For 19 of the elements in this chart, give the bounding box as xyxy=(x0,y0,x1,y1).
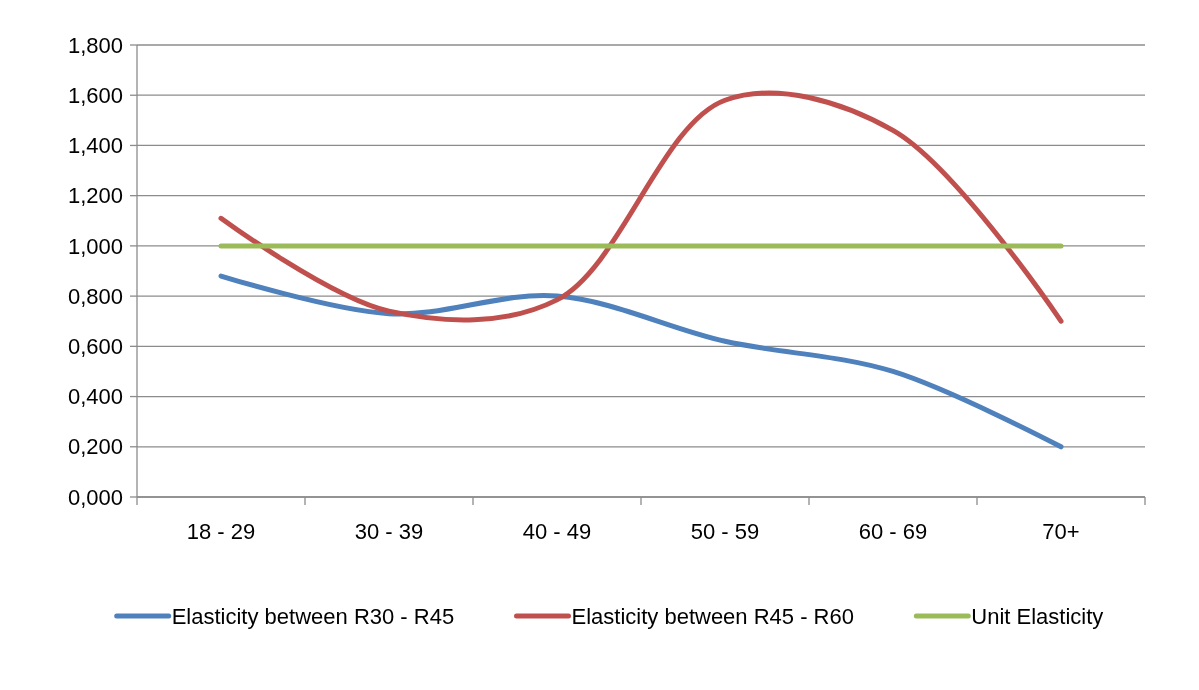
legend-label: Elasticity between R30 - R45 xyxy=(171,603,455,629)
x-tick-label: 70+ xyxy=(1042,519,1080,544)
y-tick-label: 1,800 xyxy=(67,32,123,58)
y-tick-label: 0,400 xyxy=(67,384,123,410)
x-tick-label: 50 - 59 xyxy=(690,519,760,544)
y-tick-label: 0,800 xyxy=(67,283,123,309)
y-tick-label: 0,000 xyxy=(67,484,123,510)
y-tick-label: 1,600 xyxy=(67,82,123,108)
x-tick-label: 18 - 29 xyxy=(186,519,256,544)
y-tick-label: 0,200 xyxy=(67,434,123,460)
legend-label: Elasticity between R45 - R60 xyxy=(571,603,854,629)
x-tick-label: 60 - 69 xyxy=(858,519,928,544)
y-tick-label: 1,400 xyxy=(67,133,123,159)
x-tick-label: 30 - 39 xyxy=(354,519,424,544)
legend-label: Unit Elasticity xyxy=(971,603,1104,629)
y-tick-label: 1,200 xyxy=(67,183,123,209)
y-tick-label: 0,600 xyxy=(67,334,123,360)
x-tick-label: 40 - 49 xyxy=(522,519,592,544)
y-tick-label: 1,000 xyxy=(67,233,123,259)
